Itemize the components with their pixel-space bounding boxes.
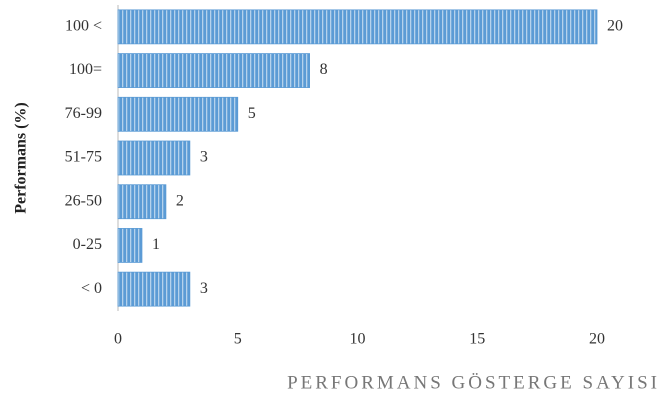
y-axis-label: Performans (%): [13, 102, 30, 214]
y-tick-label: < 0: [81, 280, 102, 297]
y-tick-label: 100=: [69, 61, 102, 78]
bar: [117, 140, 191, 176]
y-tick-label: 0-25: [73, 236, 102, 253]
x-tick-label: 0: [114, 331, 122, 348]
bar: [117, 53, 311, 88]
data-label: 20: [607, 18, 623, 35]
data-label: 3: [200, 280, 208, 297]
data-label: 3: [200, 149, 208, 166]
x-tick-label: 20: [589, 331, 605, 348]
bar: [117, 9, 598, 45]
y-tick-label: 76-99: [65, 105, 102, 122]
bar: [117, 184, 167, 220]
x-axis-label: PERFORMANS GÖSTERGE SAYISI: [287, 372, 660, 393]
data-label: 5: [248, 105, 256, 122]
x-tick-label: 10: [350, 331, 366, 348]
y-tick-label: 26-50: [65, 192, 102, 209]
data-label: 1: [152, 236, 160, 253]
bar: [117, 271, 191, 307]
y-tick-label: 51-75: [65, 149, 102, 166]
bar: [117, 228, 143, 263]
data-label: 8: [320, 61, 328, 78]
x-tick-label: 15: [469, 331, 485, 348]
data-label: 2: [176, 192, 184, 209]
y-tick-label: 100 <: [65, 18, 102, 35]
bar: [117, 96, 239, 132]
x-tick-label: 5: [234, 331, 242, 348]
